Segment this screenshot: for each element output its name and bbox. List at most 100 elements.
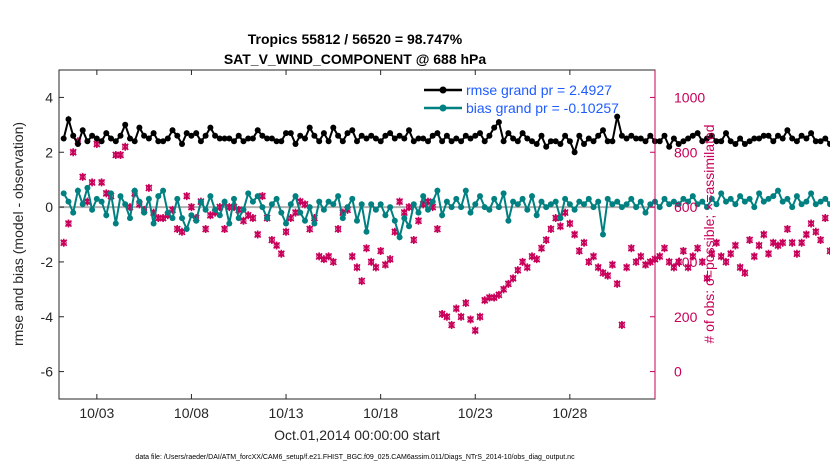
obs-assimilated-point [268, 235, 276, 244]
rmse-point [604, 138, 611, 145]
rmse-point [462, 132, 469, 139]
obs-assimilated-point [793, 249, 801, 258]
obs-assimilated-point [712, 238, 721, 247]
bias-point [292, 193, 299, 200]
rmse-point [98, 138, 105, 145]
obs-assimilated-point [618, 320, 626, 329]
bias-point [254, 193, 261, 200]
rmse-point [500, 138, 507, 145]
obs-assimilated-point [675, 257, 683, 266]
obs-assimilated-point [88, 178, 96, 187]
bias-point [585, 195, 592, 202]
bias-point [666, 201, 673, 208]
bias-point [604, 195, 611, 202]
bias-point [547, 201, 554, 208]
bias-point [514, 201, 521, 208]
obs-assimilated-point [452, 304, 460, 313]
obs-assimilated-point [448, 320, 456, 329]
bias-point [60, 190, 67, 197]
bias-point [278, 209, 285, 216]
bias-point [732, 201, 739, 208]
obs-assimilated-point [533, 255, 541, 264]
rmse-point [339, 138, 346, 145]
bias-point [249, 198, 256, 205]
bias-point [623, 201, 630, 208]
bias-point [89, 206, 96, 213]
bias-point [562, 195, 569, 202]
bias-point [737, 193, 744, 200]
rmse-point [112, 138, 119, 145]
rmse-point [458, 138, 465, 145]
bias-point [784, 195, 791, 202]
rmse-point [311, 132, 318, 139]
y-axis-ticks: -6 -4 -2 0 2 4 [41, 89, 64, 380]
bias-point [268, 201, 275, 208]
data-file-footer: data file: /Users/raeder/DAI/ATM_forcXX/… [135, 454, 575, 461]
bias-point [382, 212, 389, 219]
obs-count-series [60, 137, 830, 335]
rmse-point [268, 135, 275, 142]
bias-point [477, 193, 483, 200]
obs-assimilated-point [566, 219, 574, 228]
bias-point [689, 193, 696, 200]
bias-point [472, 201, 479, 208]
rmse-point [595, 132, 602, 139]
obs-assimilated-point [476, 312, 484, 321]
rmse-point [661, 132, 668, 139]
bias-point [122, 201, 129, 208]
rmse-point [264, 135, 271, 142]
rmse-point [401, 135, 408, 142]
bias-point [775, 187, 781, 194]
bias-point [789, 204, 796, 211]
rmse-point [746, 138, 753, 145]
rmse-point [60, 135, 67, 142]
bias-point [770, 193, 777, 200]
obs-assimilated-point [254, 230, 262, 239]
rmse-point [141, 132, 148, 139]
obs-assimilated-point [495, 290, 503, 299]
rmse-point [245, 135, 252, 142]
rmse-point [495, 119, 502, 126]
rmse-point [685, 135, 692, 142]
obs-assimilated-point [571, 230, 579, 239]
legend-bias-marker [439, 104, 447, 112]
obs-assimilated-point [608, 260, 616, 269]
bias-point [98, 198, 105, 205]
bias-point [93, 195, 100, 202]
obs-assimilated-point [547, 225, 555, 234]
obs-assimilated-point [684, 263, 692, 272]
rmse-point [793, 138, 800, 145]
rmse-point [571, 149, 578, 156]
rmse-point [670, 135, 677, 142]
bias-point [529, 193, 535, 200]
bias-point [396, 234, 403, 241]
rmse-point [562, 132, 569, 139]
obs-assimilated-point [466, 315, 475, 324]
bias-point [590, 204, 597, 211]
legend-rmse-label: rmse grand pr = 2.4927 [466, 82, 612, 98]
bias-point [330, 201, 337, 208]
rmse-point [784, 127, 791, 134]
rmse-point [680, 138, 687, 145]
bias-point [349, 195, 356, 202]
rmse-point [174, 132, 181, 139]
bias-point [145, 195, 152, 202]
bias-point [524, 206, 531, 213]
rmse-point [79, 127, 86, 134]
obs-assimilated-point [79, 172, 87, 181]
bias-point [127, 215, 133, 222]
rmse-point [675, 141, 682, 147]
bias-point [760, 198, 767, 205]
rmse-point [481, 138, 488, 145]
y-tick-label: 4 [45, 89, 53, 105]
bias-point [713, 201, 720, 208]
bias-point [614, 198, 621, 205]
bias-point [533, 212, 540, 219]
obs-assimilated-point [457, 312, 465, 321]
rmse-point [164, 135, 171, 142]
bias-point [193, 217, 200, 224]
obs-assimilated-point [414, 216, 423, 225]
bias-point [160, 187, 167, 194]
obs-assimilated-point [258, 192, 266, 201]
